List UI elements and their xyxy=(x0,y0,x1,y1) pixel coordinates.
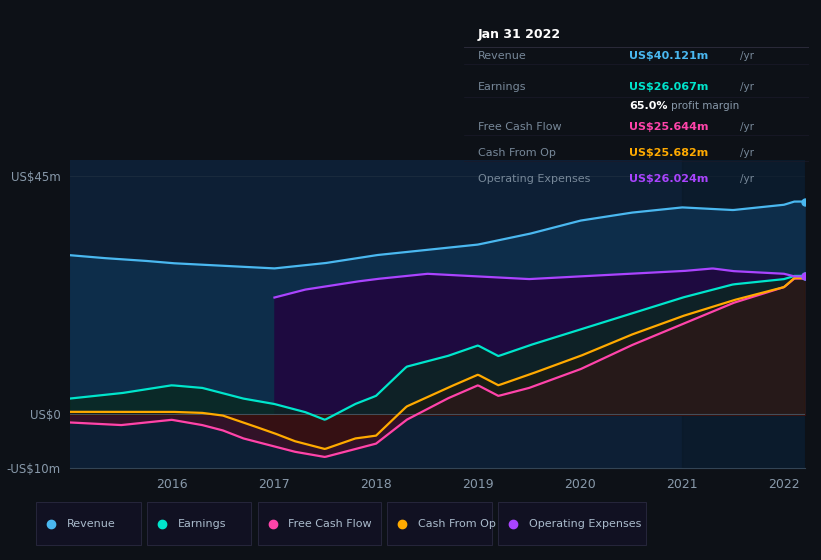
Text: /yr: /yr xyxy=(740,148,754,158)
FancyBboxPatch shape xyxy=(36,502,140,545)
Text: Earnings: Earnings xyxy=(478,82,526,92)
Text: 65.0%: 65.0% xyxy=(630,101,667,111)
Text: /yr: /yr xyxy=(740,82,754,92)
Text: US$40.121m: US$40.121m xyxy=(630,50,709,60)
Text: US$26.067m: US$26.067m xyxy=(630,82,709,92)
Text: Cash From Op: Cash From Op xyxy=(478,148,556,158)
Text: /yr: /yr xyxy=(740,174,754,184)
Text: Free Cash Flow: Free Cash Flow xyxy=(288,519,372,529)
Text: Operating Expenses: Operating Expenses xyxy=(529,519,641,529)
FancyBboxPatch shape xyxy=(498,502,645,545)
FancyBboxPatch shape xyxy=(258,502,381,545)
Text: Jan 31 2022: Jan 31 2022 xyxy=(478,28,561,41)
Text: /yr: /yr xyxy=(740,122,754,132)
Text: US$25.644m: US$25.644m xyxy=(630,122,709,132)
Text: /yr: /yr xyxy=(740,50,754,60)
Text: Free Cash Flow: Free Cash Flow xyxy=(478,122,562,132)
Text: profit margin: profit margin xyxy=(671,101,739,111)
FancyBboxPatch shape xyxy=(147,502,251,545)
Text: US$26.024m: US$26.024m xyxy=(630,174,709,184)
Text: Cash From Op: Cash From Op xyxy=(418,519,496,529)
FancyBboxPatch shape xyxy=(387,502,492,545)
Bar xyxy=(682,160,805,468)
Text: Revenue: Revenue xyxy=(478,50,526,60)
Text: Earnings: Earnings xyxy=(177,519,226,529)
Text: US$25.682m: US$25.682m xyxy=(630,148,709,158)
Text: Operating Expenses: Operating Expenses xyxy=(478,174,590,184)
Text: Revenue: Revenue xyxy=(67,519,116,529)
